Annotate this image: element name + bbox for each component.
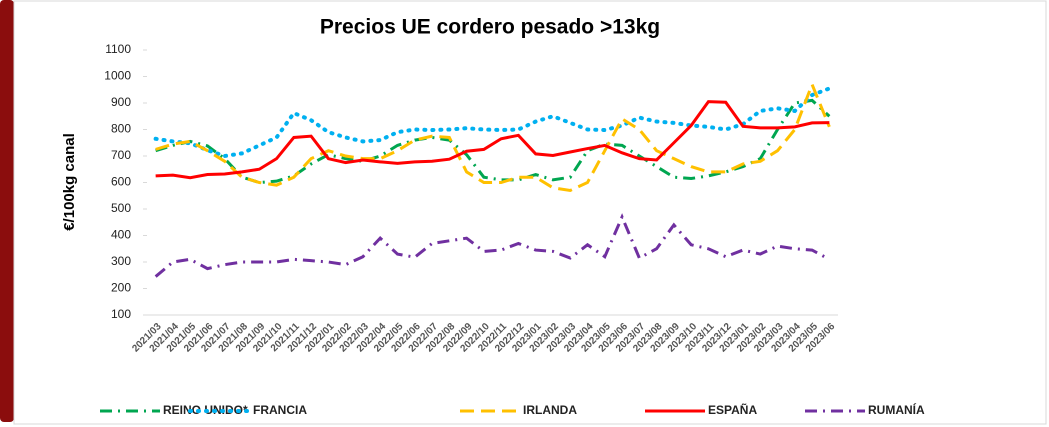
- y-tick-label: 1100: [105, 42, 131, 56]
- y-tick-label: 700: [111, 148, 131, 162]
- y-tick-label: 800: [111, 122, 131, 136]
- side-bar: [0, 0, 14, 422]
- y-tick-label: 100: [111, 307, 131, 321]
- y-tick-label: 200: [111, 281, 131, 295]
- legend-label: IRLANDA: [523, 403, 577, 417]
- series-line: [155, 100, 830, 180]
- chart-frame: [13, 0, 1047, 425]
- y-tick-label: 1000: [104, 69, 131, 83]
- series-line: [155, 80, 831, 193]
- series-line: [155, 98, 831, 185]
- y-tick-label: 600: [111, 175, 131, 189]
- y-tick-label: 500: [111, 201, 131, 215]
- legend-label: RUMANÍA: [868, 402, 925, 417]
- series-line: [154, 213, 831, 278]
- y-tick-label: 300: [111, 254, 131, 268]
- y-tick-label: 400: [111, 228, 131, 242]
- y-axis-label: €/100kg canal: [61, 133, 78, 231]
- chart-title: Precios UE cordero pesado >13kg: [320, 16, 660, 39]
- y-tick-label: 900: [111, 95, 131, 109]
- legend-label: ESPAÑA: [708, 402, 757, 417]
- legend-label: FRANCIA: [253, 403, 307, 417]
